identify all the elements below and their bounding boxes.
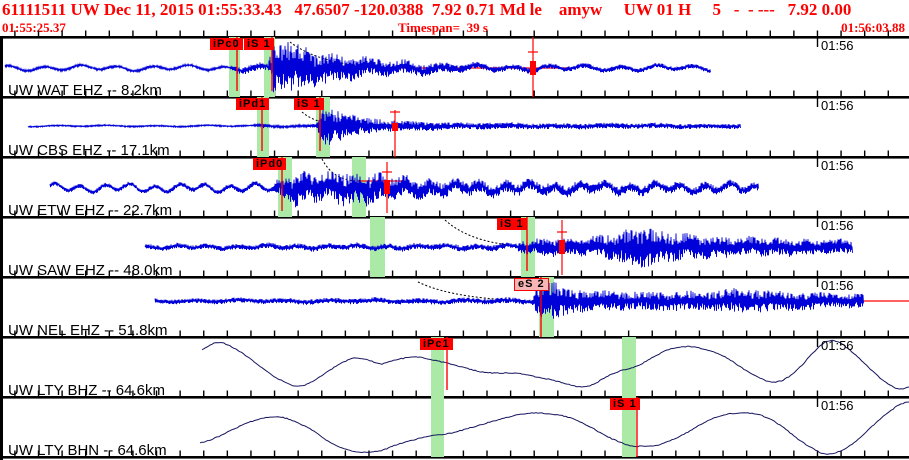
trace-panel-nel-ehz[interactable]: eS 2 01:56 UW NEL EHZ -- 51.8km [0,277,909,339]
coda-amplitude-bar[interactable] [530,61,536,75]
event-header-line: 61111511 UW Dec 11, 2015 01:55:33.43 47.… [2,0,852,19]
trace-canvas[interactable] [0,37,909,97]
trace-panel-wat-ehz[interactable]: iPc0 iS 1 01:56 UW WAT EHZ -- 8.2km [0,37,909,99]
waveform-trace[interactable] [27,109,741,145]
window-left-border [0,37,3,460]
panel-divider-line [0,96,909,99]
minute-time-label: 01:56 [821,278,854,293]
minute-time-label: 01:56 [821,398,854,413]
phase-pick-label[interactable]: iPd0 [253,158,287,170]
minute-time-label: 01:56 [821,38,854,53]
phase-pick-label[interactable]: iPd1 [236,98,270,110]
waveform-trace[interactable] [4,42,711,93]
station-channel-label: UW CBS EHZ -- 17.1km [8,142,170,159]
trace-panel-lty-bhz[interactable]: iPc1 01:56 UW LTY BHZ -- 64.6km [0,337,909,399]
trace-canvas[interactable] [0,397,909,457]
minute-time-label: 01:56 [821,218,854,233]
trace-panel-etw-ehz[interactable]: iPd0 01:56 UW ETW EHZ -- 22.7km [0,157,909,219]
panel-divider-line [0,336,909,339]
minute-time-label: 01:56 [821,158,854,173]
trace-panel-lty-bhn[interactable]: iS 1 01:56 UW LTY BHN -- 64.6km [0,397,909,459]
phase-pick-label[interactable]: iS 1 [244,38,274,50]
panel-divider-line [0,396,909,399]
station-channel-label: UW LTY BHZ -- 64.6km [8,382,165,399]
coda-amplitude-bar[interactable] [559,240,565,254]
phase-pick-label[interactable]: iS 1 [497,218,527,230]
pick-uncertainty-band[interactable] [622,397,636,457]
window-end-time: 01:56:03.88 [841,20,905,35]
phase-pick-label[interactable]: eS 2 [514,278,549,291]
coda-amplitude-bar[interactable] [392,123,398,131]
panel-divider-line [0,216,909,219]
panel-divider-line [0,276,909,279]
phase-pick-label[interactable]: iPc0 [210,38,243,50]
pick-uncertainty-band[interactable] [431,397,444,457]
waveform-trace[interactable] [144,228,853,268]
panel-divider-line [0,456,909,459]
phase-pick-label[interactable]: iPc1 [420,338,453,350]
phase-pick-label[interactable]: iS 1 [294,98,324,110]
waveform-trace[interactable] [201,339,909,390]
minute-time-label: 01:56 [821,98,854,113]
coda-amplitude-bar[interactable] [384,180,390,194]
station-channel-label: UW NEL EHZ -- 51.8km [8,322,168,339]
minute-time-label: 01:56 [821,338,854,353]
trace-canvas[interactable] [0,277,909,337]
trace-panel-cbs-ehz[interactable]: iPd1 iS 1 01:56 UW CBS EHZ -- 17.1km [0,97,909,159]
trace-canvas[interactable] [0,337,909,397]
phase-pick-label[interactable]: iS 1 [610,398,640,410]
coda-decay-curve [417,281,542,302]
pick-uncertainty-band[interactable] [229,37,240,97]
waveform-trace[interactable] [199,401,909,455]
timespan-label: Timespan= 39 s [398,20,488,35]
station-channel-label: UW SAW EHZ -- 48.0km [8,262,173,279]
trace-canvas[interactable] [0,217,909,277]
station-channel-label: UW LTY BHN -- 64.6km [8,442,167,459]
waveform-trace[interactable] [49,170,759,208]
panel-divider-line [0,156,909,159]
trace-panel-saw-ehz[interactable]: iS 1 01:56 UW SAW EHZ -- 48.0km [0,217,909,279]
pick-uncertainty-band[interactable] [431,337,444,397]
station-channel-label: UW ETW EHZ -- 22.7km [8,202,173,219]
waveform-trace[interactable] [154,281,864,319]
window-start-time: 01:55:25.37 [2,20,66,35]
panel-divider-line [0,36,909,39]
station-channel-label: UW WAT EHZ -- 8.2km [8,82,162,99]
pick-uncertainty-band[interactable] [622,337,636,397]
